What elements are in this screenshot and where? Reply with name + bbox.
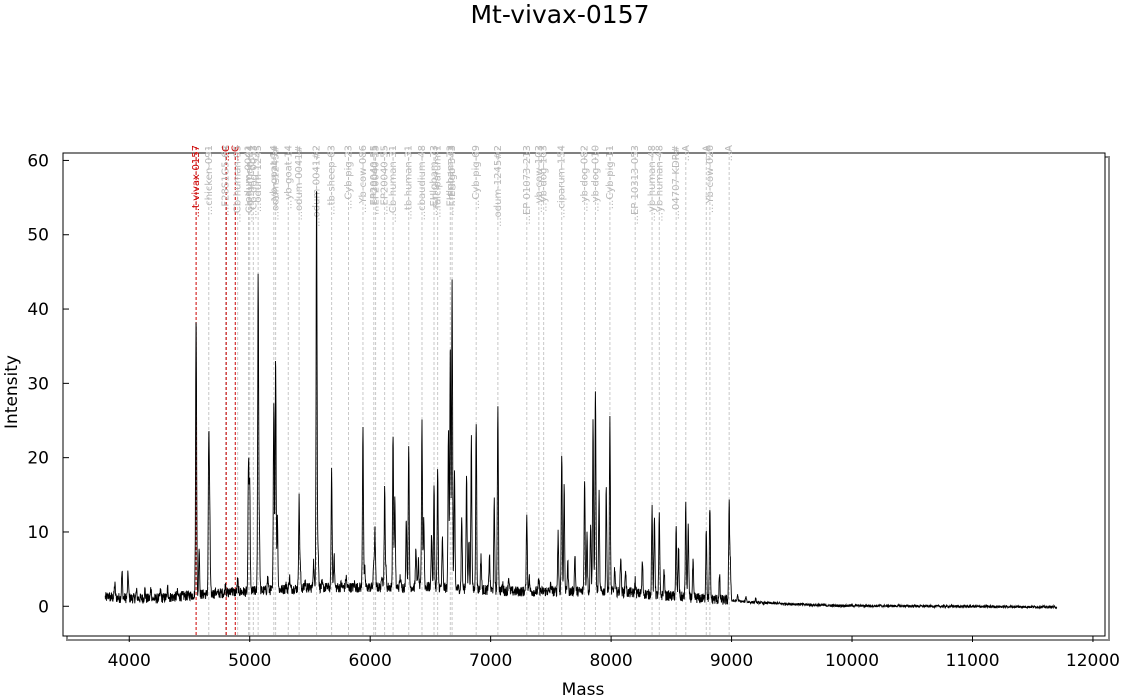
reference-labels: ...t-vivax-0157 ...chicken-091 ...F28S1G5-… [191, 145, 735, 227]
reference-label: ...Cb-human-31 [388, 145, 399, 223]
reference-lines [195, 147, 730, 636]
reference-label: ...yb-dog-010 [590, 145, 601, 212]
reference-label: ...odum-1245# [271, 145, 282, 221]
reference-label: ...EHlgb-343 [447, 145, 458, 207]
reference-label: ...odum-0041# [294, 145, 305, 221]
frame-shadow [66, 156, 1110, 641]
reference-label: ...chicken-091 [204, 145, 215, 215]
x-tick-label: 10000 [825, 651, 879, 671]
reference-label: ...tb-human-31 [404, 145, 415, 220]
reference-label: ...F28S1G5-64 [221, 145, 232, 216]
reference-label: ...yb-dog-082 [580, 145, 591, 212]
x-tick-label: 11000 [945, 651, 999, 671]
reference-label: ...yb-goat-14 [269, 145, 280, 209]
reference-label: ...EP20040-55 [380, 145, 391, 215]
reference-label: ...Cyb-pig-11 [605, 145, 616, 209]
x-tick-label: 4000 [108, 651, 151, 671]
reference-label: ...t-vivax-0157 [191, 145, 202, 218]
reference-label: ...A [681, 145, 692, 162]
reference-label: ...04707-KDR# [671, 145, 682, 220]
reference-label: ...yb-human-48 [654, 145, 665, 222]
x-tick-label: 9000 [710, 651, 753, 671]
reference-label: ...EHlgbam-73 [429, 145, 440, 216]
reference-label: ...yb-dog-103 [539, 145, 550, 212]
x-axis-label: Mass [562, 680, 605, 698]
x-tick-label: 12000 [1066, 651, 1120, 671]
x-tick-label: 5000 [228, 651, 271, 671]
reference-label: ...EP 10313-053 [630, 145, 641, 225]
reference-label: ...ciparum-154 [557, 145, 568, 218]
y-tick-label: 20 [27, 449, 49, 469]
reference-label: ...EP 01073-213 [522, 145, 533, 225]
x-tick-label: 7000 [469, 651, 512, 671]
reference-label: ...EP20040-55 [369, 145, 380, 215]
reference-label: ...C [221, 145, 232, 162]
reference-label: ...yb-cow-103 [534, 145, 545, 213]
y-tick-label: 60 [27, 151, 49, 171]
reference-label: ...tb-sheep-63 [327, 145, 338, 215]
reference-label: ...EP20040-55 [371, 145, 382, 215]
reference-label: ...yb-goat-14 [283, 145, 294, 209]
reference-label: ...EHlgbam-73 [445, 145, 456, 216]
reference-label: ...Yb-cow-086 [358, 145, 369, 213]
reference-label: ...Cb-dog-0053 [248, 145, 259, 219]
x-tick-label: 6000 [349, 651, 392, 671]
y-axis-label: Intensity [2, 355, 22, 429]
reference-label: ...yb-human-48 [647, 145, 658, 222]
x-tick-label: 8000 [589, 651, 632, 671]
reference-label: ...odum-0041#2 [312, 145, 323, 227]
reference-label: ...Yb-cow-026 [705, 145, 716, 213]
reference-label: ...Cb-human-94 [245, 145, 256, 223]
reference-label: ...falciparum-1 [433, 145, 444, 218]
y-tick-label: 30 [27, 374, 49, 394]
y-tick-label: 10 [27, 523, 49, 543]
reference-label: ...Cyb-pig-69 [471, 145, 482, 209]
reference-label: ...A [724, 145, 735, 162]
reference-label: ...Cb-human-95 [233, 145, 244, 223]
axis-ticks: 0 10 20 30 40 50 60 4000 5000 6000 7000 8000 9000 100… [27, 151, 1120, 671]
plot-border [62, 152, 1106, 637]
y-tick-label: 40 [27, 300, 49, 320]
reference-label: ...odum-0041 [244, 145, 255, 212]
reference-label: ...odum-1245 [253, 145, 264, 212]
reference-label: ...cbaudium-48 [417, 145, 428, 220]
chart-title: Mt-vivax-0157 [470, 0, 649, 29]
reference-label: ...A [701, 145, 712, 162]
reference-label: ...C [230, 145, 241, 162]
spectrum-trace [104, 191, 1058, 610]
plot-frame [62, 152, 1110, 641]
y-tick-label: 50 [27, 226, 49, 246]
y-tick-label: 0 [38, 597, 49, 617]
reference-label: ...odum-1245#2 [493, 145, 504, 227]
reference-label: ...Cyb-pig-23 [343, 145, 354, 209]
